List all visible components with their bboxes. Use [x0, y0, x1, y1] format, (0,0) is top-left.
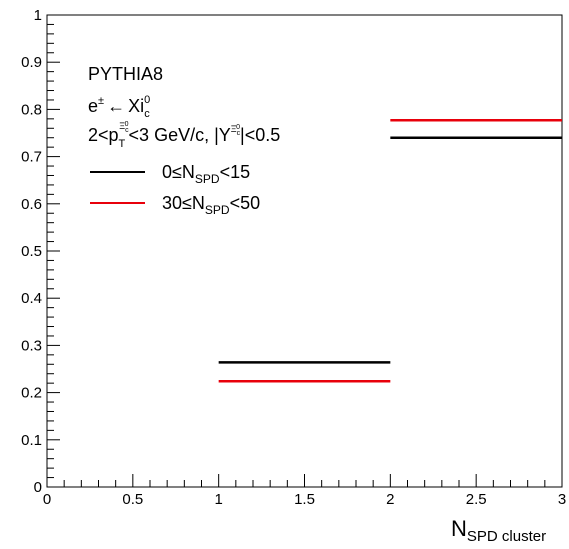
y-tick-label: 0	[34, 479, 42, 496]
x-axis-ticks: 0 0.5 1 1.5 2 2.5 3	[43, 474, 566, 508]
generator-label: PYTHIA8	[88, 64, 163, 84]
series-group	[218, 119, 562, 383]
plot-area-border	[46, 14, 563, 488]
y-tick-label: 0.3	[21, 337, 42, 354]
x-tick-label: 0	[43, 491, 51, 508]
y-tick-label: 0.7	[21, 149, 42, 166]
x-tick-label: 2	[386, 491, 394, 508]
x-tick-label: 1.5	[294, 491, 315, 508]
y-tick-label: 0.5	[21, 243, 42, 260]
plot-frame	[46, 14, 563, 488]
kinematic-cuts-label: 2<pTΞc0<3 GeV/c, |YΞc0|<0.5	[88, 121, 280, 150]
y-tick-label: 0.9	[21, 54, 42, 71]
y-axis-ticks: 0 0.1 0.2 0.3 0.4 0.5 0.6 0.7 0.8 0.9 1	[21, 7, 60, 496]
legend-label-series-1: 30≤NSPD<50	[162, 193, 260, 217]
decay-channel-label: e± ← Xi0 c	[88, 94, 150, 120]
y-tick-label: 0.8	[21, 101, 42, 118]
x-axis-title: NSPD cluster	[451, 516, 546, 545]
y-tick-label: 0.4	[21, 290, 42, 307]
x-tick-label: 1	[214, 491, 222, 508]
x-tick-label: 2.5	[466, 491, 487, 508]
x-tick-label: 3	[558, 491, 566, 508]
y-tick-label: 0.2	[21, 385, 42, 402]
legend-label-series-0: 0≤NSPD<15	[162, 162, 250, 186]
x-tick-label: 0.5	[122, 491, 143, 508]
legend: 0≤NSPD<15 30≤NSPD<50	[90, 162, 260, 217]
y-tick-label: 1	[34, 7, 42, 24]
y-tick-label: 0.1	[21, 432, 42, 449]
y-tick-label: 0.6	[21, 196, 42, 213]
